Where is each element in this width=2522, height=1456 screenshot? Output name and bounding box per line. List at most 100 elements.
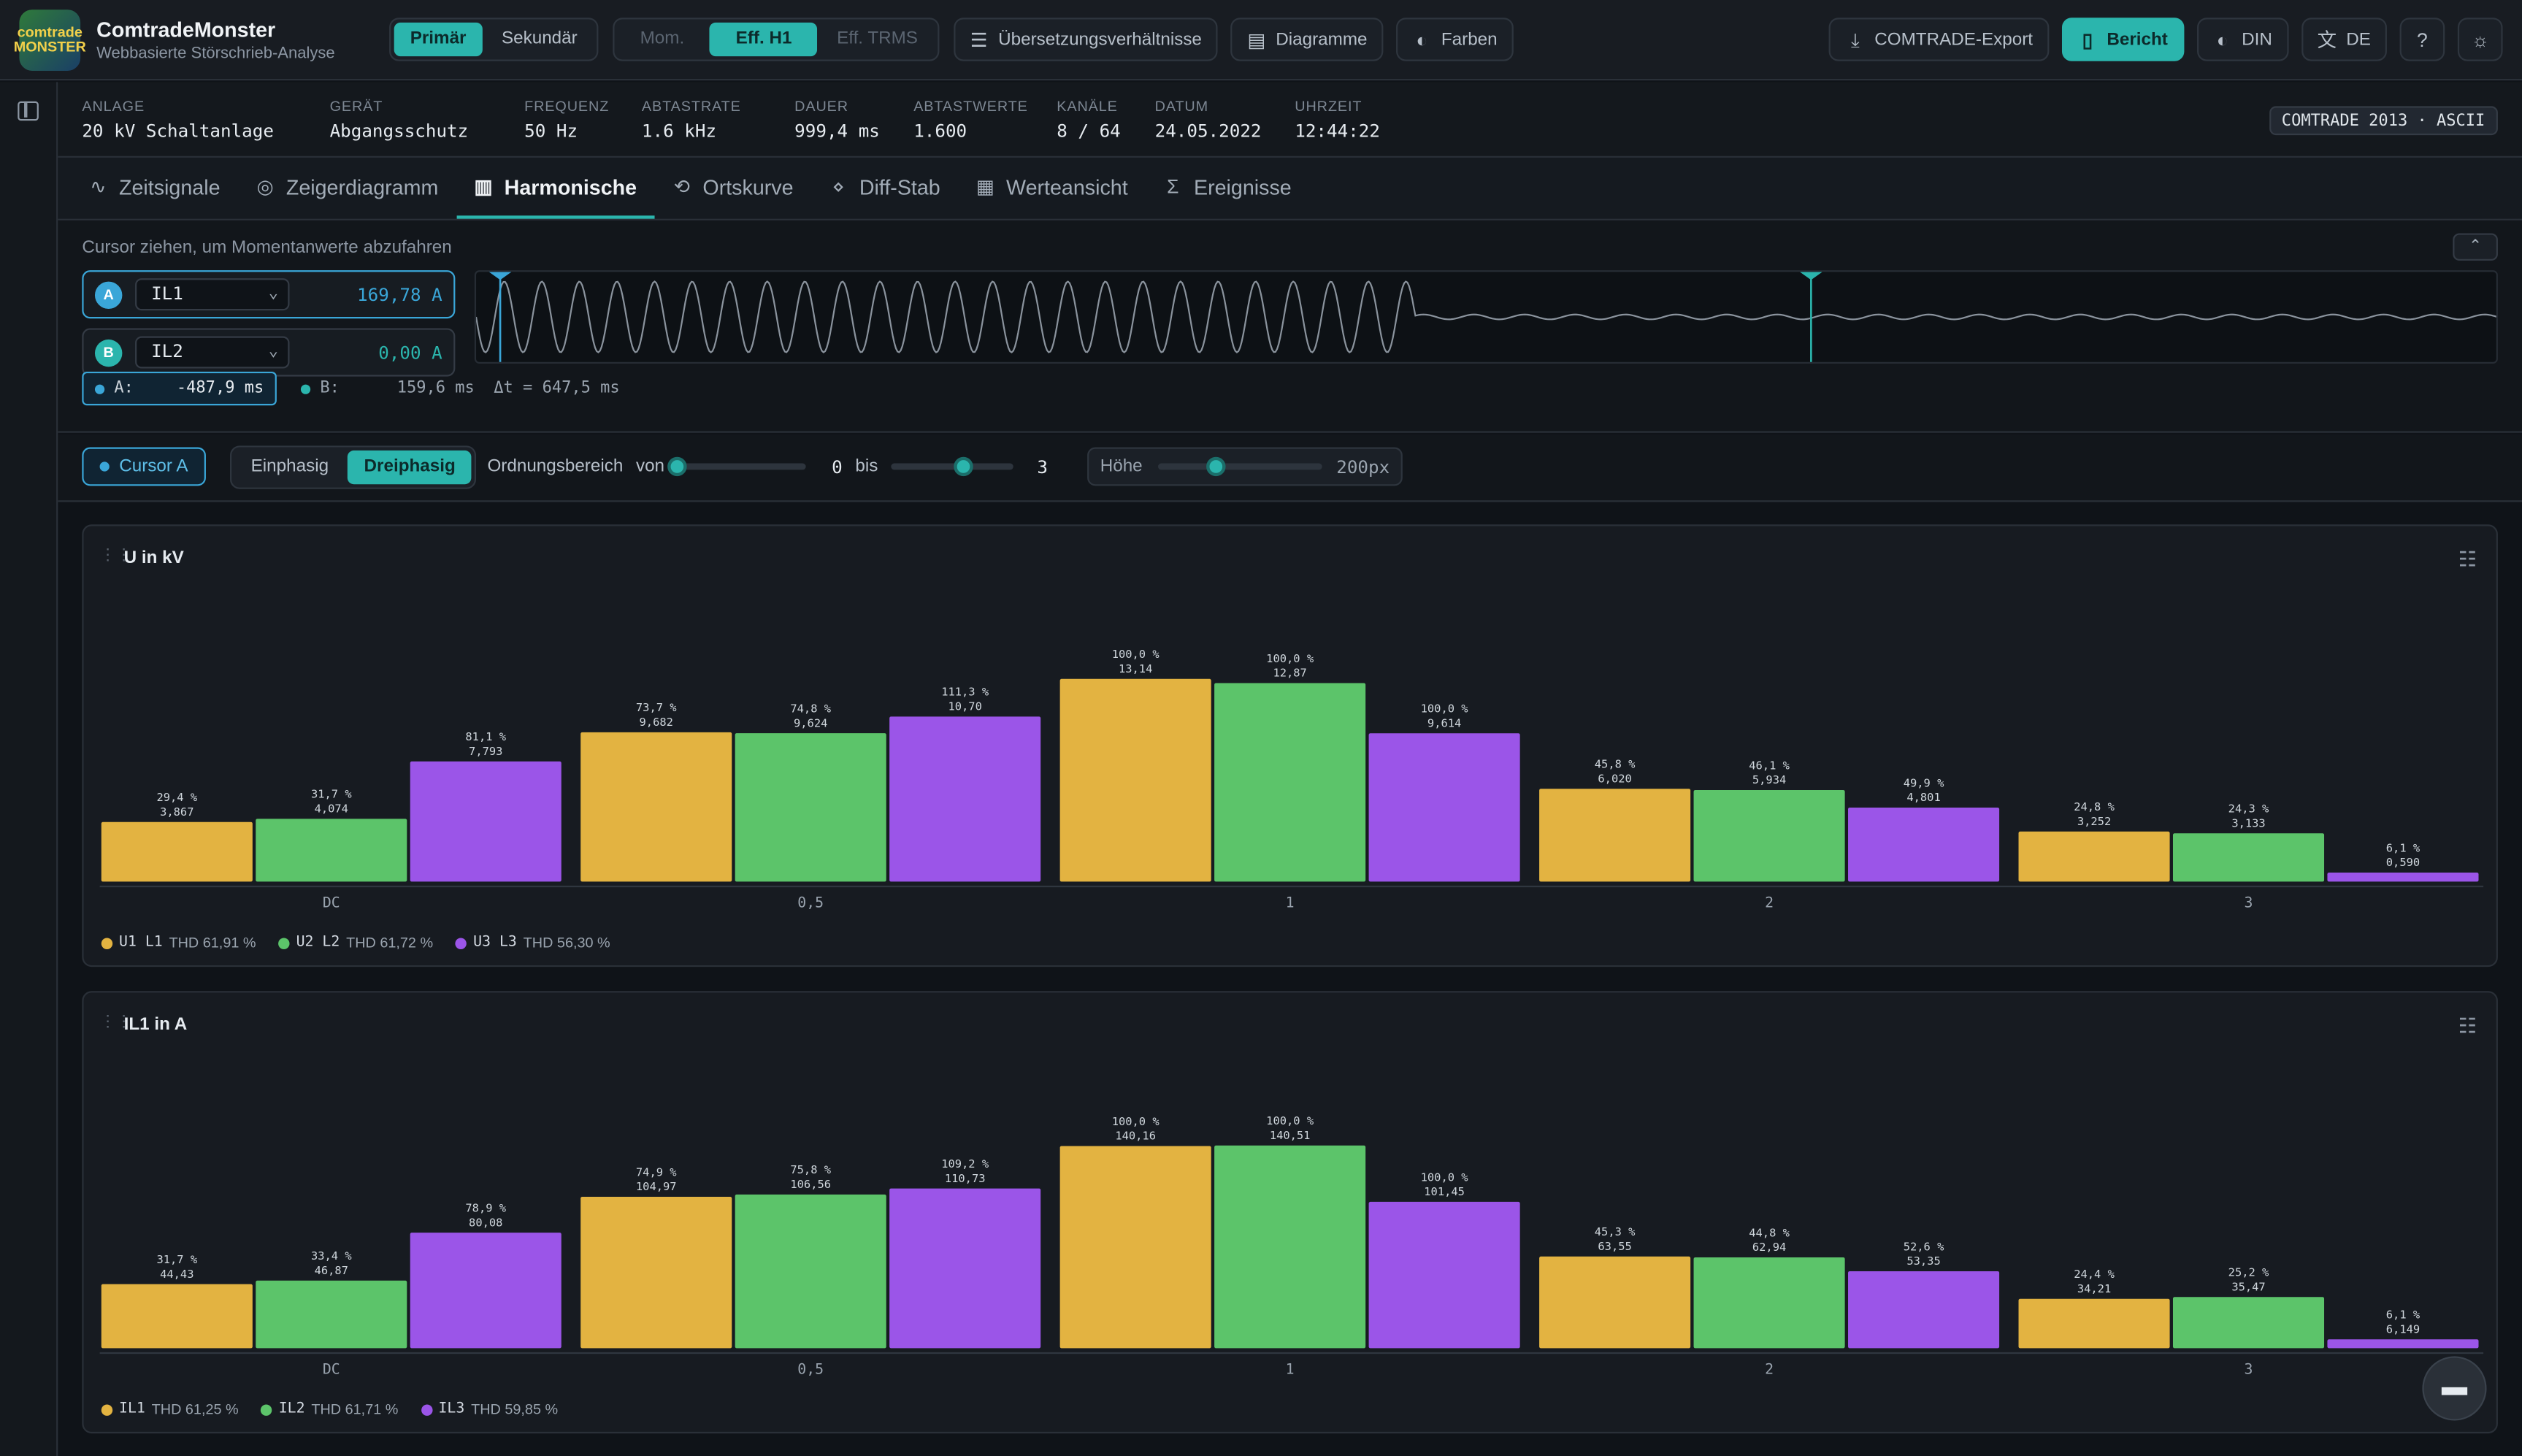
bar-value-label: 110,73 <box>945 1172 986 1185</box>
legend-item[interactable]: U1 L1 THD 61,91 % <box>101 935 256 951</box>
bar-percent-label: 100,0 % <box>1266 1114 1314 1127</box>
legend-item[interactable]: U3 L3 THD 56,30 % <box>455 935 610 951</box>
bar-value-label: 35,47 <box>2231 1280 2265 1293</box>
tab-zeitsignale[interactable]: ∿ Zeitsignale <box>71 158 238 219</box>
cursor-a-toggle[interactable]: Cursor A <box>82 447 206 486</box>
sidebar-toggle-icon[interactable] <box>18 101 39 121</box>
ratio-button[interactable]: ☰ Übersetzungsverhältnisse <box>953 18 1218 61</box>
bar-value-label: 12,87 <box>1273 667 1306 680</box>
waveform-svg <box>476 272 2496 362</box>
bar-value-label: 6,149 <box>2386 1322 2420 1336</box>
order-to-knob[interactable] <box>954 456 974 477</box>
cursor-a-channel-select[interactable]: IL1 ⌄ <box>135 278 290 311</box>
tab-diff-stab[interactable]: ⋄ Diff-Stab <box>811 158 958 219</box>
bar-u3-l3-1 <box>889 716 1041 882</box>
bar-value-label: 3,252 <box>2077 815 2111 828</box>
chart-settings-icon[interactable]: ☷ <box>2458 547 2477 572</box>
help-button[interactable]: ? <box>2399 18 2445 61</box>
bar-value-label: 3,867 <box>160 805 193 819</box>
legend-item[interactable]: IL1 THD 61,25 % <box>101 1401 239 1417</box>
bar-percent-label: 52,6 % <box>1904 1240 1944 1253</box>
height-slider[interactable] <box>1158 456 1323 477</box>
info-frequenz: Frequenz 50 Hz <box>524 97 610 141</box>
bar-percent-label: 6,1 % <box>2386 1309 2421 1322</box>
bar-value-label: 104,97 <box>636 1180 677 1193</box>
order-from-value: 0 <box>832 456 843 478</box>
cursor-b-time[interactable]: B: 159,6 ms <box>300 379 475 398</box>
phase-three-button[interactable]: Dreiphasig <box>348 450 472 485</box>
order-from-knob[interactable] <box>667 456 687 477</box>
tab-harmonische[interactable]: ▥ Harmonische <box>456 158 655 219</box>
bar-percent-label: 44,8 % <box>1749 1226 1790 1239</box>
charts-button[interactable]: ▤ Diagramme <box>1230 18 1384 61</box>
tab-zeigerdiagramm[interactable]: ◎ Zeigerdiagramm <box>256 175 439 199</box>
bar-percent-label: 6,1 % <box>2386 841 2421 854</box>
order-from-label: von <box>635 456 665 477</box>
x-tick-label: 3 <box>2245 894 2253 911</box>
bar-percent-label: 109,2 % <box>941 1157 989 1170</box>
bar-il3-1 <box>889 1188 1041 1349</box>
legend-item[interactable]: IL3 THD 59,85 % <box>421 1401 558 1417</box>
top-bar: comtrade MONSTER ComtradeMonster Webbasie… <box>0 0 2522 81</box>
harmonics-chart-current: 31,7 % 44,43 33,4 % 46,87 78,9 %80,08 DC 74,9 … <box>99 1114 2484 1378</box>
tab-werteansicht[interactable]: ▦ Werteansicht <box>976 175 1128 199</box>
cursor-a-time[interactable]: A: -487,9 ms <box>82 371 277 406</box>
side-secondary-button[interactable]: Sekundär <box>501 28 578 49</box>
bar-percent-label: 81,1 % <box>465 730 506 743</box>
phase-single-button[interactable]: Einphasig <box>250 456 329 477</box>
app-subtitle: Webbasierte Störschrieb-Analyse <box>96 44 335 62</box>
din-button[interactable]: ◐ DIN <box>2196 18 2288 61</box>
waveform-overview[interactable] <box>474 270 2498 364</box>
cursor-b-channel: B IL2 ⌄ 0,00 A <box>82 328 456 377</box>
order-from-slider[interactable] <box>667 456 806 477</box>
locus-icon: ⟲ <box>673 175 690 199</box>
order-to-slider[interactable] <box>890 456 1013 477</box>
document-icon: ▯ <box>2082 28 2093 51</box>
info-abtastrate: Abtastrate 1.6 kHz <box>641 97 741 141</box>
bar-u2-l2-2 <box>1214 683 1366 882</box>
report-button[interactable]: ▯ Bericht <box>2061 18 2184 61</box>
cursor-b-channel-select[interactable]: IL2 ⌄ <box>135 336 290 369</box>
mode-eff-h1-button[interactable]: Eff. H1 <box>710 22 818 57</box>
bar-value-label: 53,35 <box>1906 1254 1940 1268</box>
collapse-button[interactable]: ⌃ <box>2453 233 2498 261</box>
legend-item[interactable]: U2 L2 THD 61,72 % <box>278 935 433 951</box>
colors-button[interactable]: ◐ Farben <box>1396 18 1514 61</box>
tab-ortskurve[interactable]: ⟲ Ortskurve <box>654 158 810 219</box>
mode-eff-trms-button[interactable]: Eff. TRMS <box>837 28 918 49</box>
bar-u1-l1-4 <box>2018 831 2170 882</box>
cursor-b-time-value: 159,6 ms <box>396 379 475 398</box>
bar-u2-l2-1 <box>735 733 886 882</box>
bar-u3-l3-3 <box>1848 807 2000 882</box>
bar-il1-0 <box>101 1284 253 1349</box>
cursor-b-badge: B <box>94 338 123 367</box>
bar-percent-label: 46,1 % <box>1749 759 1790 772</box>
info-uhrzeit: Uhrzeit 12:44:22 <box>1295 97 1380 141</box>
app-title: ComtradeMonster <box>96 17 276 42</box>
theme-toggle-button[interactable]: ☼ <box>2457 18 2503 61</box>
chart-title: U in kV <box>123 548 184 568</box>
download-icon: ⤓ <box>1850 28 1860 51</box>
bar-percent-label: 100,0 % <box>1266 652 1314 665</box>
comtrade-export-button[interactable]: ⤓ COMTRADE-Export <box>1829 18 2050 61</box>
colors-label: Farben <box>1441 29 1498 50</box>
chat-button[interactable]: ▬ <box>2422 1356 2487 1421</box>
bar-value-label: 62,94 <box>1752 1241 1786 1254</box>
bar-u1-l1-0 <box>101 821 253 882</box>
language-button[interactable]: 文 DE <box>2301 18 2387 61</box>
tab-ereignisse[interactable]: Σ Ereignisse <box>1146 158 1309 219</box>
bar-il3-2 <box>1368 1201 1520 1349</box>
bar-percent-label: 24,4 % <box>2074 1268 2115 1281</box>
bar-il3-3 <box>1848 1271 2000 1349</box>
legend-item[interactable]: IL2 THD 61,71 % <box>261 1401 398 1417</box>
drag-handle-icon[interactable]: ⋮⋮ <box>99 1014 132 1032</box>
bar-u2-l2-4 <box>2172 833 2325 882</box>
height-knob[interactable] <box>1206 456 1226 477</box>
side-primary-button[interactable]: Primär <box>394 22 483 57</box>
mode-mom-button[interactable]: Mom. <box>640 28 685 49</box>
bar-chart-icon: ▥ <box>474 175 493 199</box>
drag-handle-icon[interactable]: ⋮⋮ <box>99 547 132 565</box>
chart-settings-icon[interactable]: ☷ <box>2458 1014 2477 1038</box>
bar-value-label: 101,45 <box>1424 1185 1465 1198</box>
bar-il2-2 <box>1214 1145 1366 1349</box>
